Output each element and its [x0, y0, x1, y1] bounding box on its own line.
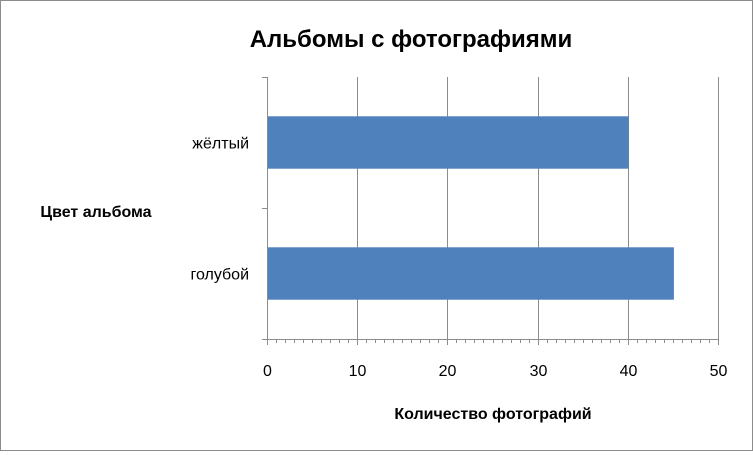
y-axis-title: Цвет альбома	[40, 204, 151, 221]
bar-1	[268, 116, 629, 169]
chart-title: Альбомы с фотографиями	[250, 26, 573, 53]
x-tick-label-0: 0	[263, 363, 272, 380]
x-tick-label-4: 40	[620, 363, 638, 380]
bars	[268, 116, 674, 300]
axes	[262, 77, 719, 345]
category-label-0: голубой	[190, 267, 249, 284]
x-tick-label-5: 50	[710, 363, 728, 380]
x-tick-label-2: 20	[439, 363, 457, 380]
x-tick-label-3: 30	[530, 363, 548, 380]
tick-labels: голубой жёлтый 0 10 20 30 40 50	[190, 136, 727, 381]
bar-0	[268, 247, 674, 300]
x-axis-title: Количество фотографий	[394, 406, 591, 423]
x-tick-label-1: 10	[349, 363, 367, 380]
category-label-1: жёлтый	[192, 136, 249, 153]
